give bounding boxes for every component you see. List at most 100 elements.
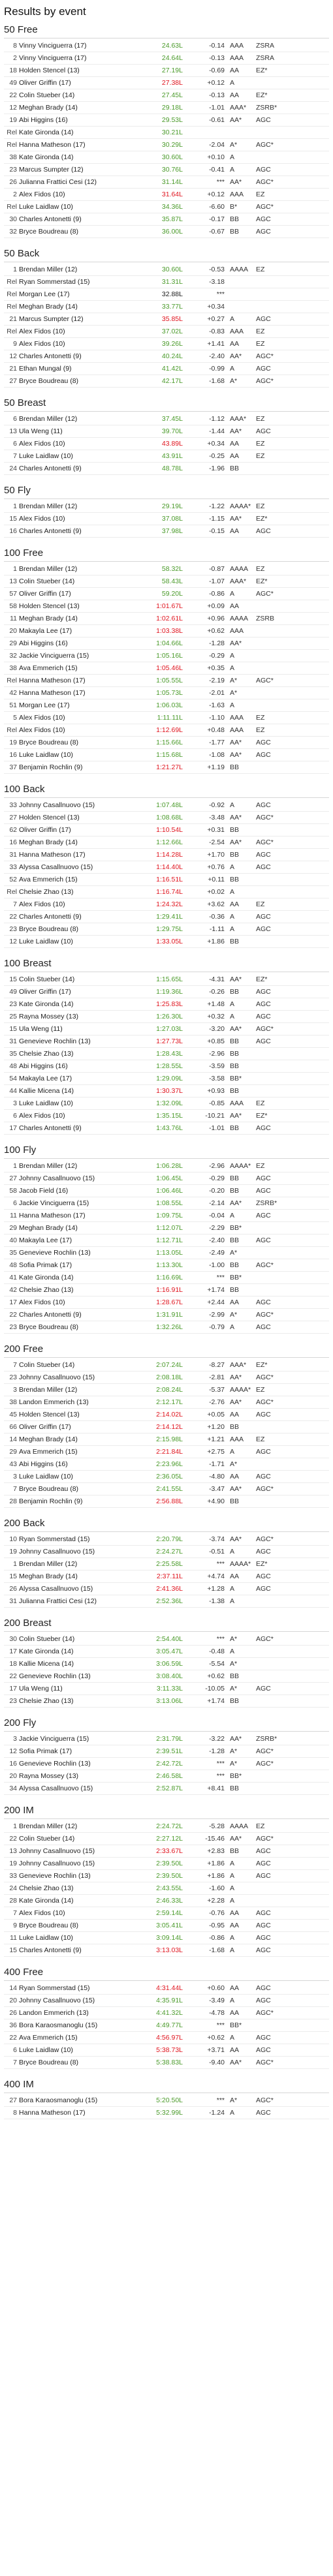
result-row[interactable]: 15 Colin Stueber (14) 1:15.65L -4.31 AA* EZ* <box>4 974 329 986</box>
result-row[interactable]: 30 Colin Stueber (14) 2:54.40L *** A* AGC* <box>4 1633 329 1646</box>
swimmer-name[interactable]: Ula Weng (11) <box>19 1685 63 1693</box>
result-row[interactable]: 10 Ryan Sommerstad (15) 2:20.79L -3.74 AA* AG… <box>4 1533 329 1546</box>
swimmer-name[interactable]: Luke Laidlaw (10) <box>19 1473 73 1480</box>
swimmer-name[interactable]: Landon Emmerich (13) <box>19 1398 89 1406</box>
swimmer-name[interactable]: Genevieve Rochlin (13) <box>19 1760 91 1768</box>
swimmer-name[interactable]: Chelsie Zhao (13) <box>19 1050 74 1058</box>
result-row[interactable]: 48 Abi Higgins (16) 1:28.55L -3.59 BB <box>4 1060 329 1073</box>
swimmer-name[interactable]: Kate Gironda (14) <box>19 153 74 161</box>
swimmer-name[interactable]: Charles Antonetti (9) <box>19 1311 82 1319</box>
result-row[interactable]: 17 Ula Weng (11) 3:11.33L -10.05 A* AGC <box>4 1683 329 1695</box>
result-row[interactable]: 27 Bora Karaosmanoglu (15) 5:20.50L *** A* AG… <box>4 2094 329 2107</box>
swimmer-name[interactable]: Chelsie Zhao (13) <box>19 1697 74 1705</box>
swimmer-name[interactable]: Alex Fidos (10) <box>19 1909 65 1917</box>
result-row[interactable]: 29 Meghan Brady (14) 1:12.07L -2.29 BB* <box>4 1222 329 1234</box>
swimmer-name[interactable]: Hanna Matheson (17) <box>19 2109 86 2117</box>
swimmer-name[interactable]: Holden Stencel (13) <box>19 814 80 821</box>
swimmer-name[interactable]: Ava Emmerich (15) <box>19 664 78 672</box>
result-row[interactable]: 36 Bora Karaosmanoglu (15) 4:49.77L *** BB* <box>4 2019 329 2032</box>
result-row[interactable]: 33 Alyssa Casallnuovo (15) 1:14.40L +0.76 A A… <box>4 861 329 874</box>
result-row[interactable]: 30 Charles Antonetti (9) 35.87L -0.17 BB AGC <box>4 213 329 226</box>
swimmer-name[interactable]: Landon Emmerich (13) <box>19 2009 89 2017</box>
swimmer-name[interactable]: Luke Laidlaw (10) <box>19 452 73 460</box>
result-row[interactable]: 27 Holden Stencel (13) 1:08.68L -3.48 AA* AGC… <box>4 812 329 824</box>
result-row[interactable]: 3 Luke Laidlaw (10) 2:36.05L -4.80 AA AGC <box>4 1471 329 1483</box>
result-row[interactable]: 1 Brendan Miller (12) 30.60L -0.53 AAAA EZ <box>4 264 329 276</box>
result-row[interactable]: 9 Bryce Boudreau (8) 3:05.41L -0.95 AA AGC <box>4 1920 329 1932</box>
swimmer-name[interactable]: Bryce Boudreau (8) <box>19 1922 79 1929</box>
result-row[interactable]: 22 Charles Antonetti (9) 1:31.91L -2.99 A* AG… <box>4 1309 329 1321</box>
result-row[interactable]: 15 Ula Weng (11) 1:27.03L -3.20 AA* AGC* <box>4 1023 329 1035</box>
swimmer-name[interactable]: Charles Antonetti (9) <box>19 215 82 223</box>
swimmer-name[interactable]: Ryan Sommerstad (15) <box>19 278 90 286</box>
result-row[interactable]: 6 Alex Fidos (10) 1:35.15L -10.21 AA* EZ* <box>4 1110 329 1122</box>
result-row[interactable]: 6 Luke Laidlaw (10) 5:38.73L +3.71 AA AGC <box>4 2044 329 2057</box>
result-row[interactable]: 15 Meghan Brady (14) 2:37.11L +4.74 AA AGC <box>4 1571 329 1583</box>
swimmer-name[interactable]: Ula Weng (11) <box>19 1025 63 1033</box>
result-row[interactable]: 23 Bryce Boudreau (8) 1:32.26L -0.79 A AGC <box>4 1321 329 1334</box>
swimmer-name[interactable]: Johnny Casallnuovo (15) <box>19 1548 95 1556</box>
result-row[interactable]: 62 Oliver Griffin (17) 1:10.54L +0.31 BB <box>4 824 329 836</box>
result-row[interactable]: 33 Johnny Casallnuovo (15) 1:07.48L -0.92 A A… <box>4 799 329 812</box>
result-row[interactable]: Rel Ryan Sommerstad (15) 31.31L -3.18 <box>4 276 329 288</box>
swimmer-name[interactable]: Charles Antonetti (9) <box>19 465 82 472</box>
swimmer-name[interactable]: Bryce Boudreau (8) <box>19 925 79 933</box>
swimmer-name[interactable]: Ula Weng (11) <box>19 427 63 435</box>
swimmer-name[interactable]: Abi Higgins (16) <box>19 639 68 647</box>
swimmer-name[interactable]: Alex Fidos (10) <box>19 714 65 722</box>
swimmer-name[interactable]: Jacob Field (16) <box>19 1187 69 1195</box>
result-row[interactable]: 45 Holden Stencel (13) 2:14.02L +0.05 AA AGC <box>4 1409 329 1421</box>
swimmer-name[interactable]: Colin Stueber (14) <box>19 1361 75 1369</box>
result-row[interactable]: 35 Genevieve Rochlin (13) 1:13.05L -2.49 A* <box>4 1247 329 1259</box>
result-row[interactable]: Rel Hanna Matheson (17) 1:05.55L -2.19 A* AGC… <box>4 675 329 687</box>
swimmer-name[interactable]: Makayla Lee (17) <box>19 1075 72 1082</box>
result-row[interactable]: 22 Charles Antonetti (9) 1:29.41L -0.36 A AGC <box>4 911 329 923</box>
swimmer-name[interactable]: Vinny Vinciguerra (17) <box>19 54 87 62</box>
swimmer-name[interactable]: Johnny Casallnuovo (15) <box>19 1997 95 2004</box>
swimmer-name[interactable]: Meghan Brady (14) <box>19 838 78 846</box>
swimmer-name[interactable]: Bryce Boudreau (8) <box>19 1323 79 1331</box>
result-row[interactable]: 17 Alex Fidos (10) 1:28.67L +2.44 AA AGC <box>4 1296 329 1309</box>
result-row[interactable]: 8 Vinny Vinciguerra (17) 24.63L -0.14 AAA ZSR… <box>4 40 329 52</box>
swimmer-name[interactable]: Ava Emmerich (15) <box>19 876 78 883</box>
swimmer-name[interactable]: Johnny Casallnuovo (15) <box>19 1847 95 1855</box>
swimmer-name[interactable]: Makayla Lee (17) <box>19 627 72 635</box>
result-row[interactable]: 16 Luke Laidlaw (10) 1:15.68L -1.08 AA* AGC <box>4 749 329 761</box>
result-row[interactable]: 16 Genevieve Rochlin (13) 2:42.72L *** A* AGC… <box>4 1758 329 1770</box>
result-row[interactable]: 21 Marcus Sumpter (12) 35.85L +0.27 A AGC <box>4 313 329 326</box>
swimmer-name[interactable]: Meghan Brady (14) <box>19 104 78 112</box>
swimmer-name[interactable]: Johnny Casallnuovo (15) <box>19 1860 95 1867</box>
swimmer-name[interactable]: Meghan Brady (14) <box>19 1435 78 1443</box>
result-row[interactable]: 3 Jackie Vinciguerra (15) 2:31.79L -3.22 AA*… <box>4 1733 329 1745</box>
result-row[interactable]: 22 Colin Stueber (14) 27.45L -0.13 AA EZ* <box>4 89 329 102</box>
result-row[interactable]: 22 Genevieve Rochlin (13) 3:08.40L +0.62 BB <box>4 1670 329 1683</box>
swimmer-name[interactable]: Morgan Lee (17) <box>19 290 70 298</box>
result-row[interactable]: 7 Bryce Boudreau (8) 5:38.83L -9.40 AA* AGC* <box>4 2057 329 2069</box>
swimmer-name[interactable]: Bryce Boudreau (8) <box>19 377 79 385</box>
swimmer-name[interactable]: Alex Fidos (10) <box>19 900 65 908</box>
result-row[interactable]: Rel Hanna Matheson (17) 30.29L -2.04 A* AGC* <box>4 139 329 151</box>
result-row[interactable]: 24 Charles Antonetti (9) 48.78L -1.96 BB <box>4 463 329 475</box>
result-row[interactable]: 19 Abi Higgins (16) 29.53L -0.61 AA* AGC <box>4 114 329 127</box>
result-row[interactable]: 7 Colin Stueber (14) 2:07.24L -8.27 AAA* EZ* <box>4 1359 329 1372</box>
swimmer-name[interactable]: Julianna Frattici Cesi (12) <box>19 178 97 186</box>
swimmer-name[interactable]: Hanna Matheson (17) <box>19 689 86 697</box>
result-row[interactable]: 44 Kallie Micena (14) 1:30.37L +0.93 BB <box>4 1085 329 1097</box>
swimmer-name[interactable]: Charles Antonetti (9) <box>19 352 82 360</box>
swimmer-name[interactable]: Kate Gironda (14) <box>19 129 74 136</box>
result-row[interactable]: 15 Charles Antonetti (9) 3:13.03L -1.68 A AGC <box>4 1944 329 1957</box>
swimmer-name[interactable]: Kate Gironda (14) <box>19 1274 74 1281</box>
result-row[interactable]: 33 Genevieve Rochlin (13) 2:39.50L +1.86 A AG… <box>4 1870 329 1882</box>
swimmer-name[interactable]: Alex Fidos (10) <box>19 726 65 734</box>
swimmer-name[interactable]: Meghan Brady (14) <box>19 615 78 622</box>
swimmer-name[interactable]: Charles Antonetti (9) <box>19 1946 82 1954</box>
swimmer-name[interactable]: Abi Higgins (16) <box>19 116 68 124</box>
result-row[interactable]: 1 Brendan Miller (12) 2:24.72L -5.28 AAAA EZ <box>4 1820 329 1833</box>
result-row[interactable]: 18 Kallie Micena (14) 3:06.59L -5.54 A* <box>4 1658 329 1670</box>
swimmer-name[interactable]: Meghan Brady (14) <box>19 1224 78 1232</box>
swimmer-name[interactable]: Johnny Casallnuovo (15) <box>19 1373 95 1381</box>
result-row[interactable]: 29 Abi Higgins (16) 1:04.66L -1.28 AA* <box>4 637 329 650</box>
swimmer-name[interactable]: Brendan Miller (12) <box>19 1162 78 1170</box>
swimmer-name[interactable]: Ava Emmerich (15) <box>19 1448 78 1456</box>
swimmer-name[interactable]: Marcus Sumpter (12) <box>19 315 84 323</box>
